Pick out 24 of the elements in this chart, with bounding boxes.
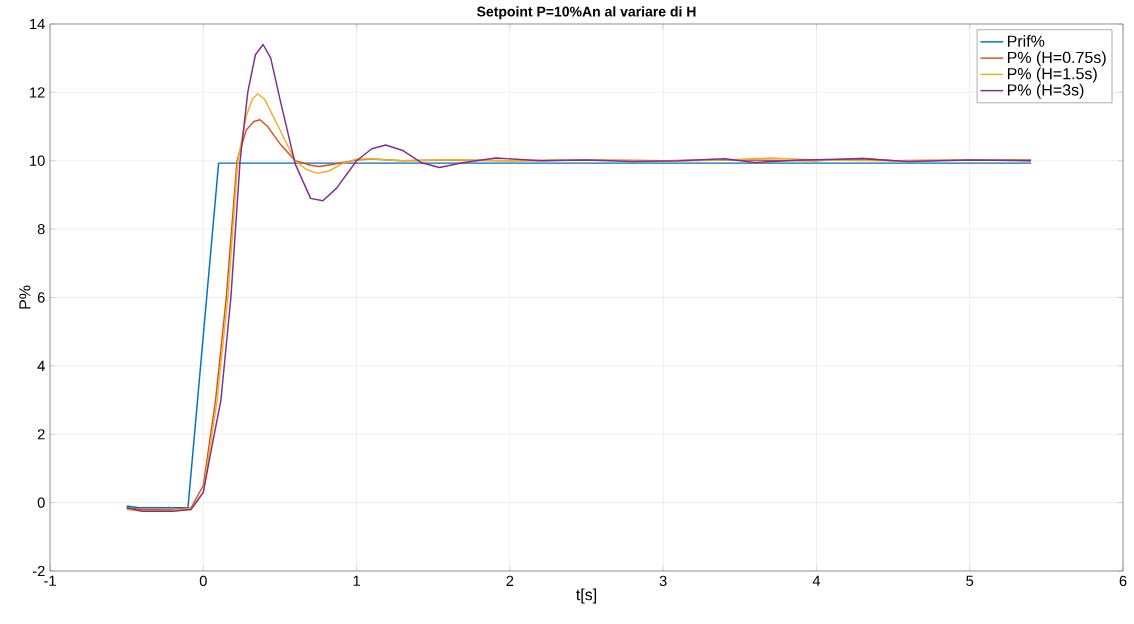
y-tick-label: -2 — [32, 565, 45, 577]
y-tick-label: 6 — [37, 292, 45, 303]
x-tick-label: 2 — [506, 575, 514, 586]
legend-label: Prif% — [1007, 35, 1045, 47]
y-tick-label: 4 — [37, 360, 45, 371]
x-tick-label: 0 — [199, 575, 207, 587]
y-tick-label: 10 — [30, 155, 45, 166]
legend-label: P% (H=1.5s) — [1007, 67, 1097, 83]
x-tick-label: 1 — [353, 575, 360, 586]
x-tick-label: 6 — [1119, 575, 1127, 587]
x-tick-label: 5 — [966, 575, 974, 586]
x-axis-title: t[s] — [576, 588, 597, 604]
y-tick-label: 0 — [37, 497, 45, 508]
legend-label: P% (H=0.75s) — [1007, 51, 1106, 67]
chart-title: Setpoint P=10%An al variare di H — [477, 6, 696, 20]
y-tick-label: 14 — [30, 18, 45, 30]
y-tick-label: 12 — [30, 87, 45, 98]
y-tick-label: 8 — [37, 223, 45, 235]
x-tick-label: -1 — [44, 575, 56, 586]
y-axis-title: P% — [19, 285, 31, 309]
legend-label: P% (H=3s) — [1007, 83, 1084, 99]
x-tick-label: 4 — [812, 575, 821, 586]
y-tick-label: 2 — [37, 429, 45, 440]
x-tick-label: 3 — [659, 575, 667, 587]
